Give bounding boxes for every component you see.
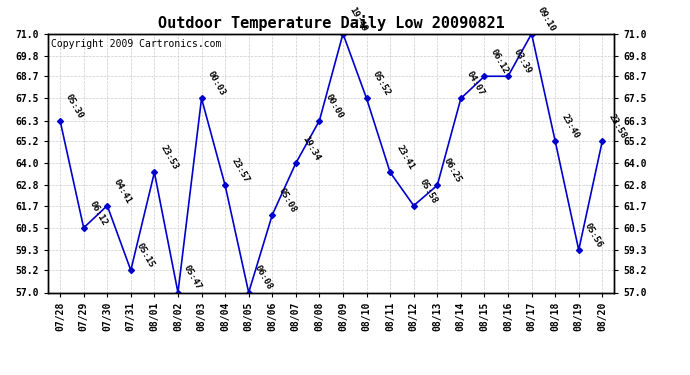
Text: 06:25: 06:25 (442, 157, 463, 184)
Text: 05:15: 05:15 (135, 242, 156, 270)
Text: 06:12: 06:12 (489, 48, 510, 75)
Text: 23:41: 23:41 (394, 144, 415, 172)
Text: 23:57: 23:57 (229, 157, 250, 184)
Text: Copyright 2009 Cartronics.com: Copyright 2009 Cartronics.com (51, 39, 221, 49)
Title: Outdoor Temperature Daily Low 20090821: Outdoor Temperature Daily Low 20090821 (158, 15, 504, 31)
Text: 23:53: 23:53 (159, 144, 180, 172)
Text: 00:00: 00:00 (324, 92, 345, 120)
Text: 05:30: 05:30 (64, 92, 86, 120)
Text: 05:47: 05:47 (182, 264, 204, 292)
Text: 04:07: 04:07 (465, 70, 486, 98)
Text: 09:10: 09:10 (535, 5, 557, 33)
Text: 05:56: 05:56 (583, 222, 604, 249)
Text: 04:41: 04:41 (111, 177, 132, 205)
Text: 06:08: 06:08 (253, 264, 274, 292)
Text: 19:49: 19:49 (347, 5, 368, 33)
Text: 00:03: 00:03 (206, 70, 227, 98)
Text: 06:12: 06:12 (88, 199, 109, 227)
Text: 05:08: 05:08 (277, 186, 297, 214)
Text: 23:40: 23:40 (560, 112, 580, 140)
Text: 03:39: 03:39 (512, 48, 533, 75)
Text: 23:58: 23:58 (607, 112, 628, 140)
Text: 05:52: 05:52 (371, 70, 392, 98)
Text: 19:34: 19:34 (300, 135, 322, 162)
Text: 05:58: 05:58 (418, 177, 439, 205)
